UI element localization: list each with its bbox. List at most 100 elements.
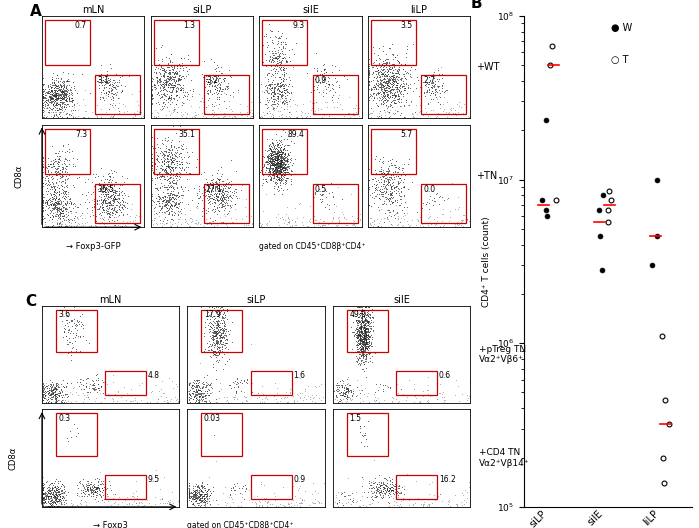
Point bbox=[161, 155, 173, 163]
Point bbox=[356, 335, 367, 344]
Point bbox=[398, 160, 410, 168]
Point bbox=[351, 318, 362, 327]
Point bbox=[234, 108, 245, 117]
Point bbox=[91, 112, 102, 121]
Point bbox=[267, 161, 278, 169]
Point bbox=[373, 70, 384, 79]
Point bbox=[41, 163, 52, 172]
Point bbox=[447, 103, 459, 112]
Point bbox=[352, 313, 363, 322]
Point bbox=[187, 222, 199, 231]
Point bbox=[37, 92, 48, 101]
Point bbox=[372, 71, 383, 80]
Point bbox=[90, 486, 101, 495]
Point bbox=[62, 90, 73, 98]
Point bbox=[165, 188, 176, 197]
Point bbox=[46, 490, 57, 498]
Point bbox=[236, 498, 247, 507]
Point bbox=[187, 196, 198, 204]
Point bbox=[359, 325, 370, 334]
Point bbox=[404, 100, 415, 109]
Point bbox=[375, 484, 386, 492]
Point bbox=[264, 165, 275, 174]
Point bbox=[53, 490, 64, 498]
Point bbox=[277, 155, 288, 164]
Point bbox=[356, 328, 368, 337]
Point bbox=[273, 72, 284, 81]
Point bbox=[273, 164, 284, 172]
Point bbox=[217, 312, 228, 320]
Point bbox=[189, 377, 200, 385]
Point bbox=[117, 210, 128, 219]
Point bbox=[326, 83, 337, 92]
Point bbox=[187, 387, 199, 395]
Point bbox=[264, 154, 275, 162]
Point bbox=[57, 92, 69, 101]
Point bbox=[359, 442, 370, 450]
Point bbox=[163, 197, 174, 205]
Point bbox=[169, 178, 180, 187]
Point bbox=[375, 70, 387, 78]
Point bbox=[152, 474, 164, 482]
Point bbox=[370, 80, 382, 89]
Point bbox=[255, 113, 266, 121]
Point bbox=[163, 193, 174, 202]
Point bbox=[282, 218, 294, 226]
Point bbox=[359, 342, 370, 350]
Point bbox=[207, 335, 218, 344]
Point bbox=[259, 72, 271, 81]
Point bbox=[352, 341, 363, 349]
Point bbox=[61, 499, 72, 507]
Point bbox=[66, 89, 78, 97]
Point bbox=[92, 383, 103, 392]
Point bbox=[357, 329, 368, 337]
Point bbox=[160, 201, 171, 210]
Point bbox=[264, 55, 275, 64]
Point bbox=[345, 388, 356, 397]
Point bbox=[375, 217, 386, 225]
Point bbox=[149, 180, 160, 188]
Point bbox=[354, 343, 365, 351]
Point bbox=[278, 68, 289, 76]
Point bbox=[85, 190, 96, 198]
Point bbox=[187, 488, 198, 497]
Point bbox=[49, 493, 60, 502]
Point bbox=[157, 204, 168, 212]
Point bbox=[56, 160, 67, 168]
Point bbox=[93, 205, 104, 213]
Point bbox=[359, 340, 370, 348]
Point bbox=[263, 156, 274, 165]
Point bbox=[380, 59, 391, 68]
Point bbox=[305, 395, 316, 403]
Point bbox=[275, 158, 287, 167]
Point bbox=[50, 99, 62, 108]
Point bbox=[275, 136, 286, 145]
Point bbox=[50, 489, 62, 497]
Point bbox=[40, 379, 51, 388]
Point bbox=[327, 92, 338, 101]
Point bbox=[92, 199, 103, 207]
Point bbox=[48, 97, 59, 105]
Point bbox=[356, 347, 368, 355]
Point bbox=[193, 218, 204, 226]
Point bbox=[120, 222, 131, 230]
Point bbox=[50, 99, 62, 108]
Point bbox=[194, 378, 205, 386]
Point bbox=[352, 357, 363, 365]
Point bbox=[370, 74, 382, 82]
Point bbox=[215, 304, 226, 313]
Point bbox=[199, 373, 210, 381]
Point bbox=[48, 193, 59, 202]
Point bbox=[199, 497, 210, 505]
Point bbox=[47, 91, 58, 99]
Point bbox=[160, 162, 171, 171]
Point bbox=[265, 161, 276, 169]
Point bbox=[276, 164, 287, 173]
Point bbox=[116, 191, 127, 199]
Point bbox=[261, 55, 272, 64]
Point bbox=[94, 388, 105, 397]
Point bbox=[262, 146, 273, 154]
Point bbox=[175, 74, 187, 83]
Point bbox=[53, 86, 64, 95]
Point bbox=[112, 198, 123, 206]
